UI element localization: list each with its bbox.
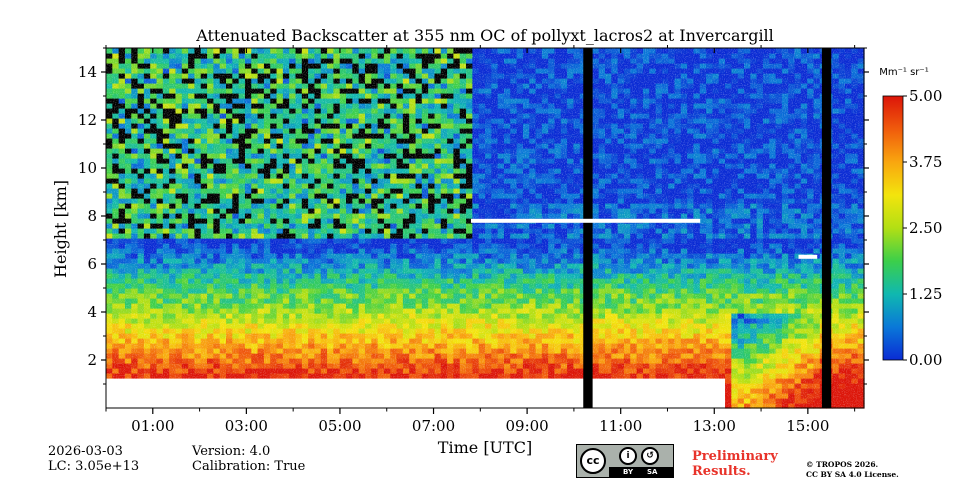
plot-area bbox=[105, 47, 865, 409]
chart-title: Attenuated Backscatter at 355 nm OC of p… bbox=[195, 26, 774, 45]
